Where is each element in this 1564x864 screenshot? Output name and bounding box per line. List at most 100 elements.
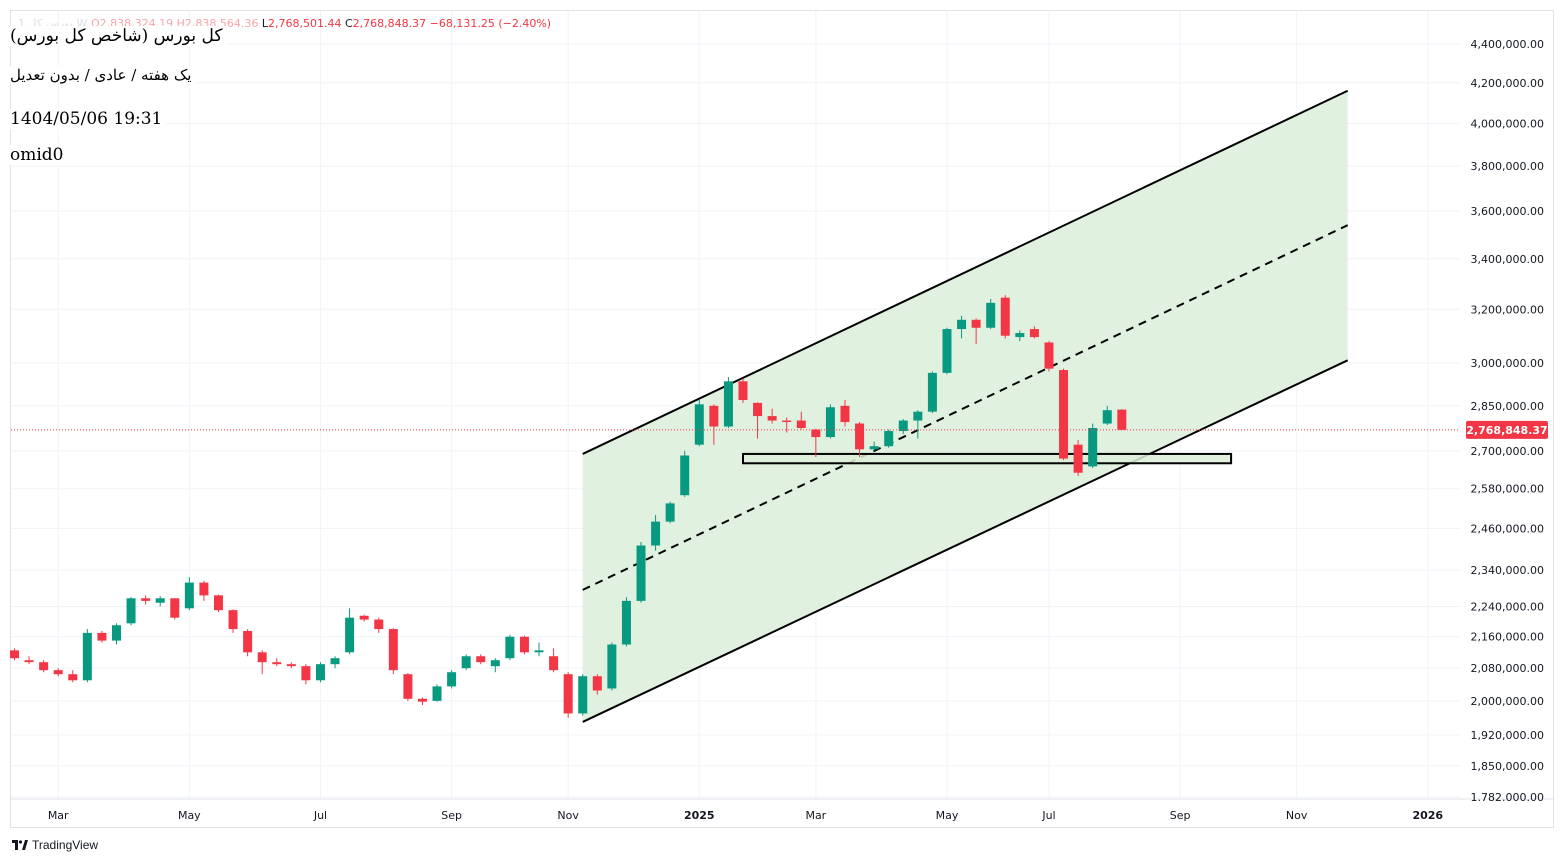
candle-body (767, 416, 777, 421)
candle-down (24, 656, 34, 665)
candle-body (913, 411, 923, 421)
candle-body (592, 676, 602, 691)
candle-body (505, 636, 515, 659)
time-tick-label: May (936, 809, 959, 822)
candle-down (1044, 341, 1054, 372)
candle-body (199, 582, 209, 596)
candle-down (286, 662, 296, 669)
price-tick-label: 1,920,000.00 (1471, 729, 1544, 742)
price-tick-label: 2,000,000.00 (1471, 695, 1544, 708)
candle-up (82, 629, 92, 683)
candles-layer (10, 295, 1127, 718)
candle-body (39, 662, 49, 671)
candle-body (476, 656, 486, 663)
candle-down (97, 630, 107, 643)
last-price-tag-label: 2,768,848.37 (1466, 424, 1547, 437)
price-tick-label: 3,200,000.00 (1471, 303, 1544, 316)
time-axis: Mar May Jul Sep Nov 2025 Mar May Jul Sep Nov 2026 (48, 809, 1444, 822)
price-tick-label: 3,400,000.00 (1471, 253, 1544, 266)
candle-body (621, 600, 631, 645)
candle-up (345, 608, 355, 655)
candle-body (1029, 329, 1039, 338)
candle-body (272, 662, 282, 665)
candle-body (927, 372, 937, 412)
candle-body (345, 617, 355, 653)
price-tick-label: 4,200,000.00 (1471, 77, 1544, 90)
candle-body (971, 319, 981, 328)
candle-body (519, 636, 529, 653)
candle-body (97, 632, 107, 641)
candle-body (10, 650, 19, 659)
candle-up (884, 429, 894, 448)
candle-up (447, 670, 457, 689)
candle-up (607, 642, 617, 691)
candle-up (680, 450, 690, 497)
price-tick-label: 2,850,000.00 (1471, 400, 1544, 413)
candle-down (563, 672, 573, 718)
candle-body (898, 420, 908, 432)
candle-up (505, 634, 515, 661)
time-tick-label: Nov (557, 809, 579, 822)
price-tick-label: 2,240,000.00 (1471, 600, 1544, 613)
regression-channel (582, 89, 1349, 723)
candle-up (898, 419, 908, 435)
candle-up (184, 577, 194, 611)
price-tick-label: 4,000,000.00 (1471, 117, 1544, 130)
candle-body (286, 664, 296, 667)
candle-body (213, 595, 223, 611)
last-price-tag (1466, 420, 1548, 439)
candle-body (243, 630, 253, 653)
candle-down (141, 595, 151, 605)
candle-down (374, 617, 384, 633)
time-tick-label: Sep (1170, 809, 1191, 822)
candle-body (330, 658, 340, 665)
candle-down (53, 668, 63, 677)
candle-up (913, 410, 923, 439)
price-tick-label: 3,800,000.00 (1471, 160, 1544, 173)
candle-down (549, 648, 559, 673)
candle-body (855, 423, 865, 450)
candle-body (417, 698, 427, 702)
candle-down (228, 609, 238, 633)
channel-upper-line (582, 89, 1349, 455)
candle-body (24, 660, 34, 663)
tradingview-logo-icon (12, 840, 28, 850)
change-value: −68,131.25 (−2.40%) (429, 17, 552, 30)
candle-body (636, 545, 646, 601)
candle-body (53, 670, 63, 675)
price-tick-label: 2,160,000.00 (1471, 631, 1544, 644)
candle-down (39, 660, 49, 673)
price-tick-label: 3,600,000.00 (1471, 205, 1544, 218)
candle-up (1088, 423, 1098, 468)
candle-body (578, 676, 588, 714)
candle-down (782, 417, 792, 433)
candle-body (315, 664, 325, 681)
candle-down (388, 628, 398, 675)
candle-body (942, 329, 952, 373)
candle-up (621, 597, 631, 647)
candle-up (432, 684, 442, 702)
price-tick-label: 2,460,000.00 (1471, 522, 1544, 535)
candle-body (447, 672, 457, 687)
candle-body (680, 455, 690, 496)
candle-down (243, 629, 253, 657)
tradingview-logo[interactable]: TradingView (12, 838, 98, 852)
candle-body (68, 674, 78, 681)
candle-body (257, 652, 267, 663)
price-tick-label: 3,000,000.00 (1471, 357, 1544, 370)
time-tick-label: Jul (313, 809, 327, 822)
candle-down (257, 650, 267, 675)
candle-body (796, 420, 806, 429)
time-tick-label: 2025 (684, 809, 715, 822)
chart-subtitle: یک هفته / عادی / بدون تعدیل (10, 66, 196, 84)
candle-down (68, 670, 78, 683)
candle-up (869, 441, 879, 451)
candle-down (1059, 368, 1069, 461)
candle-up (651, 514, 661, 551)
candle-body (811, 429, 821, 438)
channel-fill (582, 90, 1348, 722)
time-tick-label: Jul (1041, 809, 1055, 822)
price-tick-label: 2,080,000.00 (1471, 662, 1544, 675)
time-tick-label: Sep (441, 809, 462, 822)
